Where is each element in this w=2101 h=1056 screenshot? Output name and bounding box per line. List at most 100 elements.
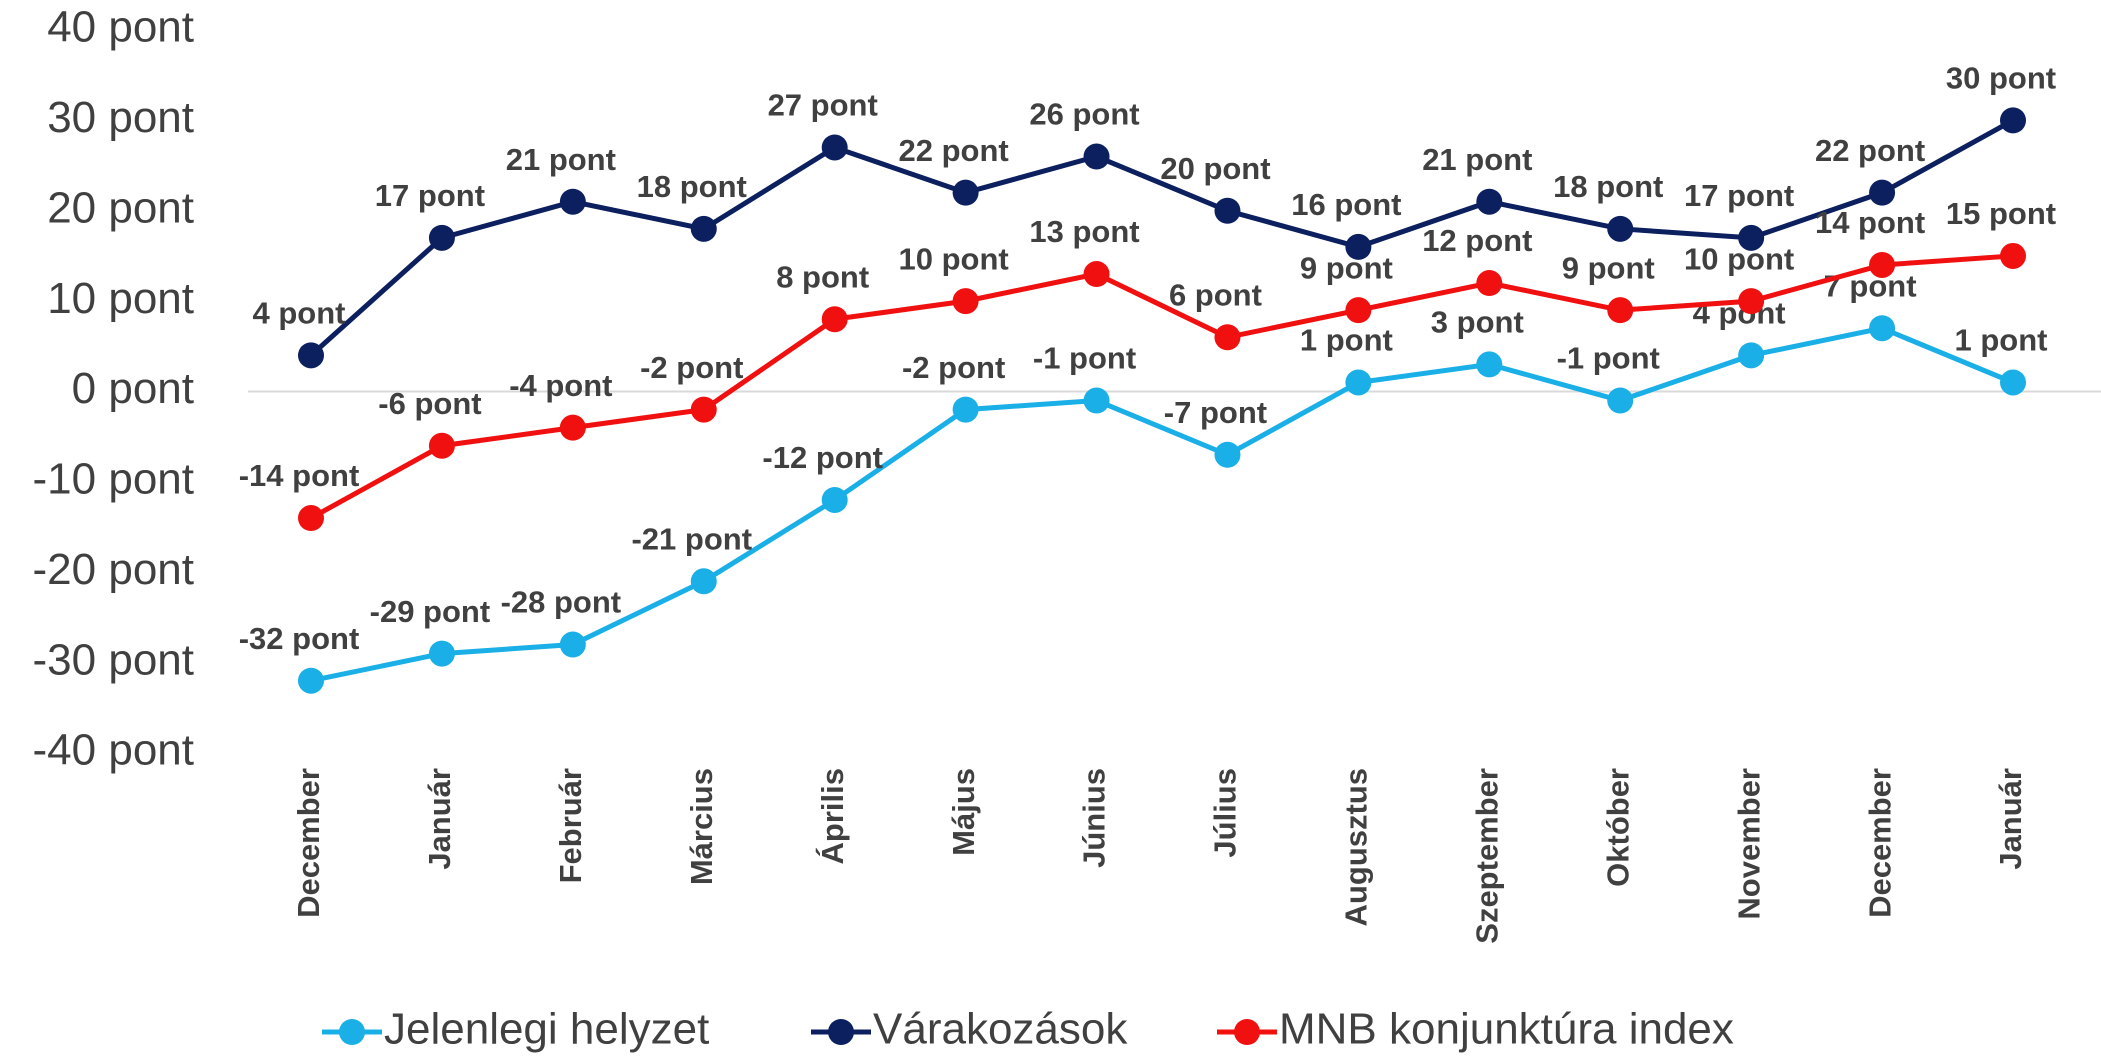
x-tick-label: Január — [1993, 768, 2028, 870]
legend-label: Várakozások — [873, 1005, 1128, 1054]
x-tick: Február — [553, 768, 588, 883]
data-label: 18 pont — [1553, 169, 1663, 204]
data-label: 6 pont — [1169, 277, 1262, 312]
x-tick: December — [1862, 768, 1897, 918]
y-tick-label: 40 pont — [47, 3, 194, 52]
x-tick: Május — [946, 768, 981, 856]
y-tick-label: 10 pont — [47, 274, 194, 323]
data-label: 14 pont — [1815, 205, 1925, 240]
data-label: -32 pont — [239, 621, 360, 656]
data-label: 7 pont — [1824, 268, 1917, 303]
data-label: -12 pont — [762, 440, 883, 475]
data-label: 10 pont — [898, 241, 1008, 276]
x-tick-label: Március — [684, 768, 719, 885]
point — [952, 396, 979, 423]
x-tick: November — [1731, 768, 1766, 920]
x-tick-label: Július — [1208, 768, 1243, 858]
point — [1607, 387, 1634, 414]
x-tick-label: Augusztus — [1339, 768, 1374, 926]
data-label: 10 pont — [1684, 241, 1794, 276]
data-label: -2 pont — [640, 350, 743, 385]
data-label: -7 pont — [1164, 395, 1267, 430]
series-line — [309, 118, 2015, 358]
series-line — [309, 253, 2014, 521]
x-tick: Szeptember — [1469, 768, 1504, 944]
y-tick-label: -30 pont — [33, 635, 194, 684]
x-tick: Április — [815, 768, 850, 864]
point — [2000, 242, 2026, 269]
y-tick-label: 20 pont — [47, 183, 194, 232]
point — [298, 342, 324, 369]
x-tick-label: Január — [422, 768, 457, 870]
point — [428, 224, 455, 251]
y-tick-label: -40 pont — [33, 726, 194, 775]
data-label: -2 pont — [902, 350, 1005, 385]
point — [1869, 315, 1896, 342]
data-label: 3 pont — [1431, 305, 1524, 340]
data-label: 9 pont — [1300, 250, 1393, 285]
point — [2000, 369, 2026, 396]
data-label: 21 pont — [506, 142, 616, 177]
point — [428, 640, 455, 667]
data-label: 4 pont — [253, 296, 346, 331]
legend-marker — [1234, 1019, 1260, 1045]
point — [952, 179, 979, 206]
point — [690, 396, 717, 423]
data-label: -1 pont — [1033, 341, 1136, 376]
point — [1476, 351, 1503, 378]
x-tick: Január — [422, 768, 457, 870]
x-tick: Június — [1077, 768, 1112, 868]
x-tick-label: Április — [815, 768, 850, 864]
point — [1607, 297, 1634, 324]
point — [428, 432, 455, 459]
x-tick-label: December — [291, 768, 326, 918]
y-tick-label: 30 pont — [47, 93, 194, 142]
point — [298, 667, 324, 694]
point — [1738, 288, 1765, 315]
data-label: 9 pont — [1562, 250, 1655, 285]
data-label: 15 pont — [1946, 196, 2056, 231]
data-label: -6 pont — [378, 386, 481, 421]
point — [690, 568, 717, 595]
point — [1476, 270, 1503, 297]
data-label: 8 pont — [776, 259, 869, 294]
point — [559, 188, 586, 215]
point — [2000, 107, 2026, 134]
y-tick-label: -20 pont — [33, 545, 194, 594]
data-label: -29 pont — [370, 594, 491, 629]
data-label: 1 pont — [1955, 323, 2048, 358]
data-label: 16 pont — [1291, 187, 1401, 222]
data-label: 30 pont — [1946, 61, 2056, 96]
x-tick-label: November — [1731, 768, 1766, 920]
series-line — [310, 325, 2014, 684]
point — [1738, 224, 1765, 251]
point — [559, 414, 586, 441]
point — [1345, 369, 1372, 396]
point — [1345, 233, 1372, 260]
x-tick-label: Június — [1077, 768, 1112, 868]
data-label: 17 pont — [1684, 178, 1794, 213]
point — [1345, 297, 1372, 324]
data-label: -1 pont — [1557, 341, 1660, 376]
data-label: 13 pont — [1029, 214, 1139, 249]
point — [1607, 215, 1634, 242]
x-tick-label: Szeptember — [1469, 768, 1504, 944]
x-tick: Március — [684, 768, 719, 885]
data-label: 17 pont — [375, 178, 485, 213]
legend-label: MNB konjunktúra index — [1279, 1005, 1734, 1054]
data-label: -4 pont — [509, 368, 612, 403]
point — [1476, 188, 1503, 215]
data-label: 26 pont — [1029, 97, 1139, 132]
x-tick: Október — [1600, 768, 1635, 887]
point — [1869, 179, 1896, 206]
x-tick-label: December — [1862, 768, 1897, 918]
x-tick: Augusztus — [1339, 768, 1374, 926]
data-label: 27 pont — [768, 88, 878, 123]
x-tick: Július — [1208, 768, 1243, 858]
point — [1083, 261, 1110, 288]
y-tick-label: 0 pont — [72, 364, 194, 413]
point — [559, 631, 586, 658]
point — [1738, 342, 1765, 369]
y-tick-label: -10 pont — [33, 455, 194, 504]
